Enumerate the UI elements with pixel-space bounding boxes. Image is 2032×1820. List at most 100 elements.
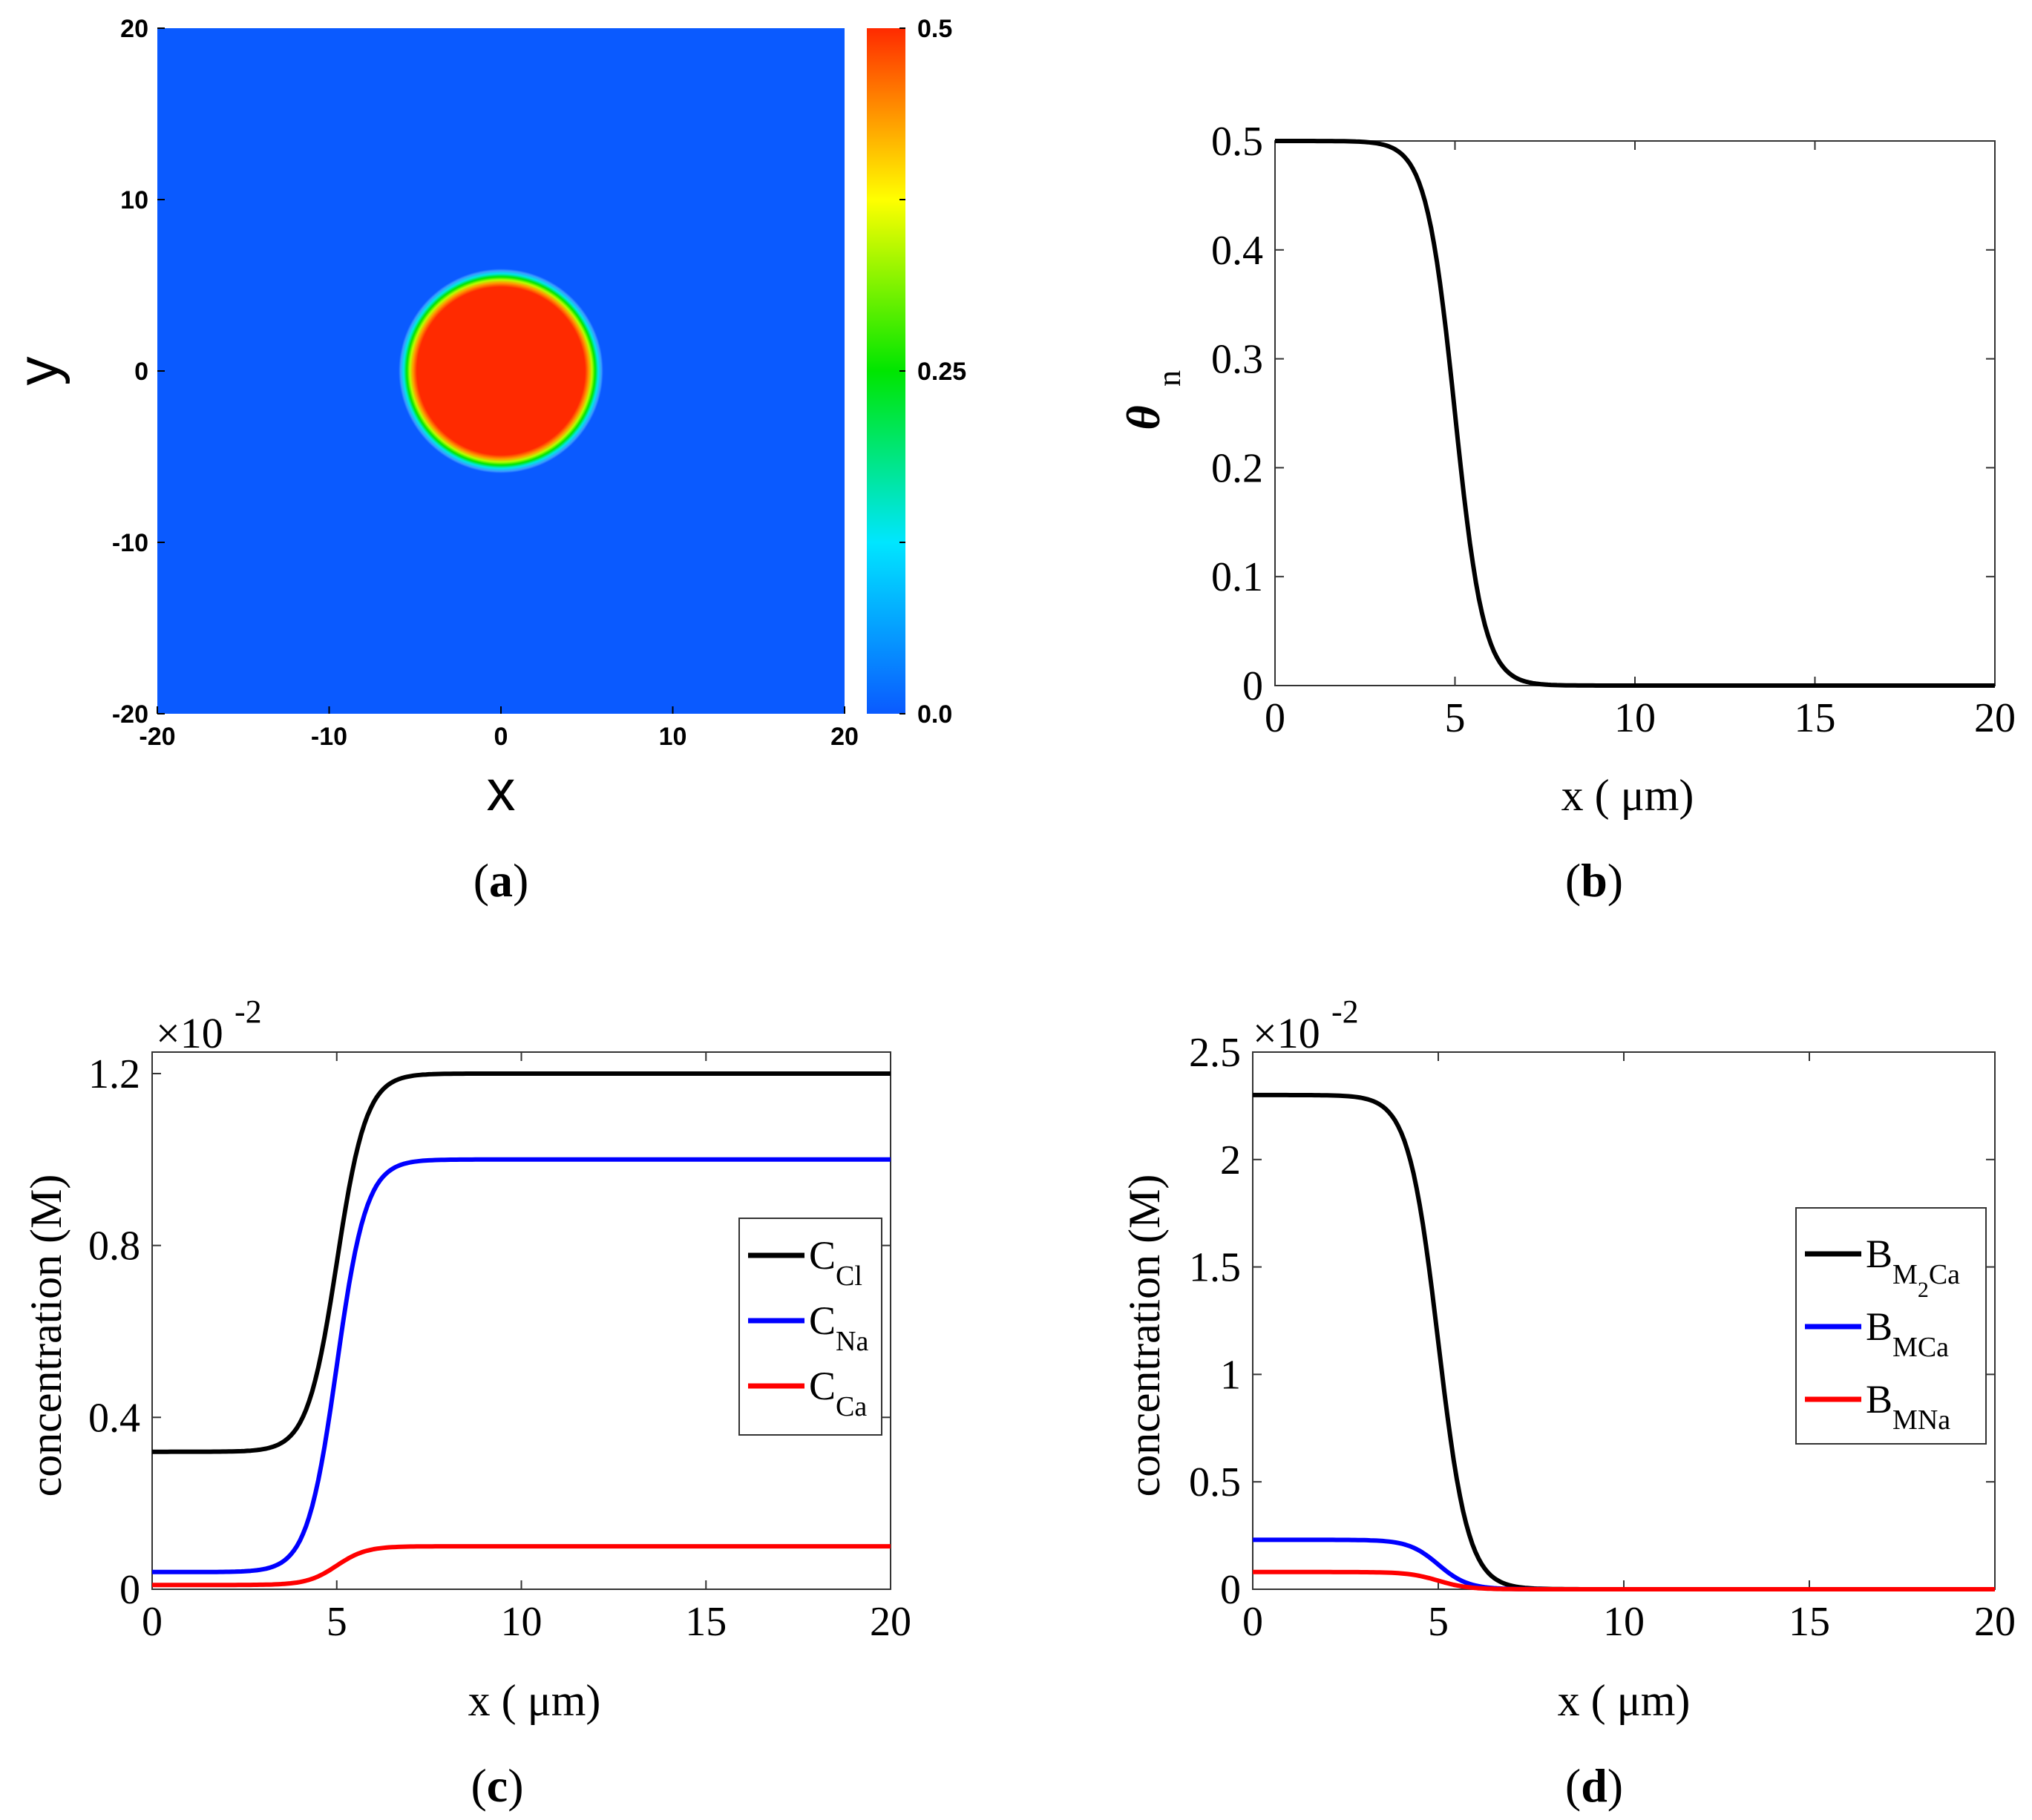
- x-tick-label: 5: [327, 1599, 347, 1645]
- x-tick-label: 20: [830, 723, 859, 751]
- panel-d-line-chart: 0 5 10 15 20 0 0.5 1 1.5 2 2.5 x ( μm) concentrati…: [1120, 993, 2016, 1725]
- series-line: [152, 1544, 891, 1588]
- series-line: [152, 1071, 891, 1454]
- y-tick-label: 0: [119, 1567, 140, 1613]
- legend-subscript: Ca: [836, 1391, 867, 1422]
- scale-factor: ×10: [156, 1009, 223, 1057]
- caption-a: (a): [473, 854, 529, 907]
- legend-subscript: Cl: [836, 1261, 862, 1292]
- x-tick-label: -20: [139, 723, 175, 751]
- scale-exponent: -2: [1331, 993, 1359, 1030]
- legend-symbol: B: [1866, 1232, 1892, 1276]
- x-tick-label: 15: [685, 1599, 727, 1645]
- x-tick-label: 10: [501, 1599, 543, 1645]
- x-tick-label: 10: [1614, 695, 1656, 741]
- x-axis-ticks: -20 -10 0 10 20: [139, 706, 859, 751]
- scale-factor: ×10: [1253, 1009, 1320, 1057]
- x-tick-label: 10: [1603, 1599, 1645, 1645]
- legend-label: CCl: [809, 1233, 862, 1292]
- series-line: [1275, 139, 1995, 688]
- x-axis-label: x ( μm): [1561, 771, 1694, 820]
- legend-subscript: MNa: [1892, 1405, 1950, 1436]
- x-tick-label: 15: [1789, 1599, 1830, 1645]
- y-tick-label: 0.2: [1211, 445, 1263, 491]
- legend-subscript: MCa: [1892, 1332, 1949, 1363]
- colorbar-tick-label: 0.25: [917, 358, 966, 386]
- colorbar-tick-label: 0.0: [917, 700, 952, 729]
- y-tick-label: 0.4: [88, 1395, 140, 1441]
- y-axis-label: y: [5, 357, 71, 386]
- y-tick-label: 1.2: [88, 1051, 140, 1097]
- legend-symbol: C: [809, 1233, 836, 1278]
- legend-subscript: M: [1892, 1259, 1918, 1290]
- legend-symbol: C: [809, 1298, 836, 1343]
- caption-d: (d): [1564, 1759, 1624, 1812]
- legend-symbol: B: [1866, 1304, 1892, 1349]
- x-tick-label: 5: [1428, 1599, 1449, 1645]
- y-axis-ticks: -20 -10 0 10 20: [112, 15, 165, 729]
- y-tick-label: 0: [1242, 663, 1263, 709]
- x-tick-label: 0: [142, 1599, 163, 1645]
- panel-b-line-chart: 0 5 10 15 20 0 0.1 0.2 0.3 0.4 0.5 x ( μm) θ n: [1117, 119, 2016, 820]
- panel-a-heatmap: 0.0 0.25 0.5 -20 -10 0 10 20 -20 -10 0 10 20 x y: [5, 15, 966, 823]
- colorbar-ticks: 0.0 0.25 0.5: [899, 15, 966, 729]
- x-tick-label: 20: [1974, 1599, 2016, 1645]
- y-axis-label: concentration (M): [22, 1175, 71, 1497]
- y-tick-label: 0: [134, 358, 148, 386]
- y-axis-label: concentration (M): [1120, 1175, 1169, 1497]
- x-tick-label: 0: [494, 723, 508, 751]
- x-tick-label: 10: [659, 723, 687, 751]
- axes-frame: [1274, 140, 1996, 686]
- legend-label: CNa: [809, 1298, 868, 1357]
- y-tick-label: 0.4: [1211, 228, 1263, 274]
- y-tick-label: -20: [112, 700, 148, 729]
- x-tick-label: 5: [1445, 695, 1466, 741]
- x-axis-label: x ( μm): [1558, 1676, 1691, 1725]
- x-tick-label: 0: [1265, 695, 1285, 741]
- x-tick-label: -10: [311, 723, 347, 751]
- scale-exponent: -2: [235, 993, 262, 1030]
- x-tick-label: 20: [1974, 695, 2016, 741]
- caption-c: (c): [471, 1759, 524, 1812]
- colorbar-tick-label: 0.5: [917, 15, 952, 43]
- x-tick-label: 0: [1242, 1599, 1263, 1645]
- x-axis-label: x: [487, 758, 516, 823]
- y-tick-label: 1.5: [1189, 1245, 1241, 1291]
- x-tick-label: 15: [1795, 695, 1836, 741]
- legend-subscript: Na: [836, 1326, 868, 1357]
- panel-c-line-chart: 0 5 10 15 20 0 0.4 0.8 1.2 x ( μm) concentration…: [22, 993, 911, 1725]
- y-tick-label: 2: [1220, 1137, 1241, 1183]
- caption-b: (b): [1564, 854, 1624, 907]
- y-tick-label: 2.5: [1189, 1030, 1241, 1076]
- series-line: [1253, 1569, 1995, 1591]
- plot-area: 0 5 10 15 20 0 0.1 0.2 0.3 0.4 0.5: [1211, 119, 2016, 741]
- legend-sub-subscript: 2: [1918, 1278, 1929, 1302]
- legend-label: BMCa: [1866, 1304, 1949, 1363]
- legend-symbol: B: [1866, 1377, 1892, 1422]
- x-tick-label: 20: [870, 1599, 911, 1645]
- caption-c-letter: c: [486, 1759, 508, 1812]
- y-tick-label: 0.8: [88, 1223, 140, 1269]
- caption-a-letter: a: [489, 854, 513, 907]
- y-tick-label: -10: [112, 529, 148, 557]
- heatmap-droplet: [399, 269, 603, 473]
- series-line: [152, 1157, 891, 1574]
- y-tick-label: 20: [120, 15, 148, 43]
- y-tick-label: 10: [120, 186, 148, 214]
- colorbar: [867, 28, 905, 714]
- y-tick-label: 0.5: [1189, 1459, 1241, 1505]
- y-tick-label: 0.1: [1211, 554, 1263, 600]
- caption-d-letter: d: [1581, 1759, 1607, 1812]
- legend-subscript-tail: Ca: [1929, 1259, 1960, 1290]
- y-tick-label: 0.5: [1211, 119, 1263, 165]
- y-tick-label: 1: [1220, 1352, 1241, 1398]
- legend-label: BM2Ca: [1866, 1232, 1960, 1302]
- y-axis-label: θ: [1117, 405, 1170, 430]
- caption-b-letter: b: [1581, 854, 1607, 907]
- y-axis-label-subscript: n: [1151, 370, 1187, 387]
- legend-symbol: C: [809, 1364, 836, 1408]
- x-axis-label: x ( μm): [468, 1676, 601, 1725]
